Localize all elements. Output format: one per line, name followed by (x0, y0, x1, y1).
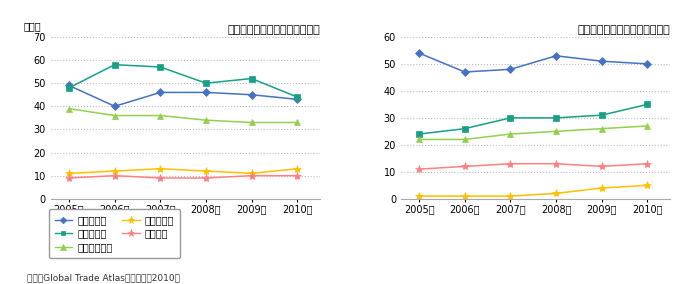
Text: 域内輸出の全輸出に占める割合: 域内輸出の全輸出に占める割合 (577, 25, 670, 35)
Text: 資料：Global Trade Atlasから作成。2010年: 資料：Global Trade Atlasから作成。2010年 (27, 273, 180, 283)
Text: 域内輸入の全輸入に占める割合: 域内輸入の全輸入に占める割合 (227, 25, 320, 35)
Legend: パラグアイ, ウルグアイ, アルゼンチン, ベネズエラ, ブラジル: パラグアイ, ウルグアイ, アルゼンチン, ベネズエラ, ブラジル (49, 209, 179, 258)
Text: （％）: （％） (24, 21, 41, 31)
